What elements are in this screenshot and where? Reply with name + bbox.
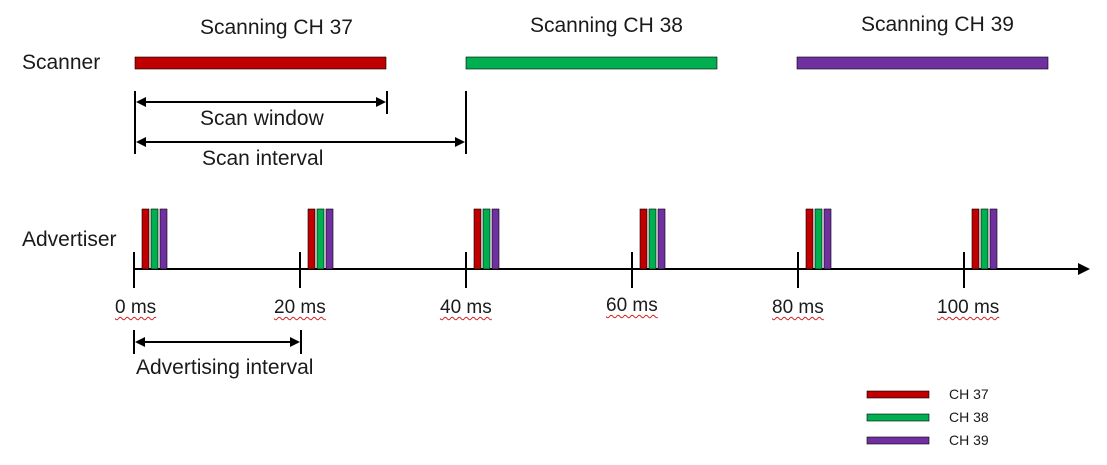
adv-pulse-60ms-ch37	[639, 208, 648, 270]
scan-bar-ch38	[465, 56, 718, 70]
tick-text: 100 ms	[937, 297, 1000, 318]
legend-swatch-ch38	[866, 413, 930, 422]
scan-interval-arrowhead-left	[136, 137, 146, 147]
legend-label-ch38: CH 38	[949, 409, 989, 425]
legend-label-ch37: CH 37	[949, 386, 989, 402]
legend-label-ch39: CH 39	[949, 432, 989, 448]
advertiser-row-label: Advertiser	[22, 228, 117, 251]
tick-label-80ms: 80 ms	[772, 298, 824, 317]
adv-pulse-20ms-ch38	[316, 208, 325, 270]
adv-pulse-60ms-ch39	[657, 208, 666, 270]
scan-interval-label: Scan interval	[202, 147, 324, 170]
scanning-ch37-label: Scanning CH 37	[200, 16, 353, 39]
tick-label-60ms: 60 ms	[606, 296, 658, 315]
tick-label-0ms: 0 ms	[115, 298, 156, 317]
adv-pulse-40ms-ch39	[491, 208, 500, 270]
tick-label-20ms: 20 ms	[274, 298, 326, 317]
tick-text: 40 ms	[440, 297, 492, 318]
adv-pulse-40ms-ch37	[473, 208, 482, 270]
tick-text: 60 ms	[606, 295, 658, 316]
scanning-ch39-label: Scanning CH 39	[861, 13, 1014, 36]
scan-bar-ch37	[134, 56, 387, 70]
adv-pulse-60ms-ch38	[648, 208, 657, 270]
tick-text: 80 ms	[772, 297, 824, 318]
advertising-interval-label: Advertising interval	[136, 356, 314, 379]
adv-pulse-80ms-ch39	[823, 208, 832, 270]
adv-pulse-0ms-ch39	[159, 208, 168, 270]
adv-pulse-100ms-ch37	[971, 208, 980, 270]
legend-swatch-ch37	[866, 390, 930, 399]
adv-pulse-20ms-ch37	[307, 208, 316, 270]
adv-pulse-20ms-ch39	[325, 208, 334, 270]
adv-interval-arrowhead-right	[290, 337, 300, 347]
adv-pulse-40ms-ch38	[482, 208, 491, 270]
tick-text: 0 ms	[115, 297, 157, 318]
legend-swatch-ch39	[866, 436, 930, 445]
scan-window-arrowhead-right	[376, 97, 386, 107]
scanner-row-label: Scanner	[22, 51, 101, 74]
advertising-pulses	[141, 208, 998, 270]
tick-label-40ms: 40 ms	[440, 298, 492, 317]
scan-window-label: Scan window	[200, 107, 324, 130]
timeline-arrowhead	[1078, 263, 1090, 275]
scan-bar-ch39	[796, 56, 1049, 70]
adv-pulse-100ms-ch38	[980, 208, 989, 270]
adv-pulse-0ms-ch38	[150, 208, 159, 270]
tick-text: 20 ms	[274, 297, 326, 318]
adv-pulse-0ms-ch37	[141, 208, 150, 270]
adv-pulse-100ms-ch39	[989, 208, 998, 270]
scan-window-arrowhead-left	[136, 97, 146, 107]
adv-pulse-80ms-ch37	[805, 208, 814, 270]
scan-interval-arrowhead-right	[455, 137, 465, 147]
scanning-ch38-label: Scanning CH 38	[530, 14, 683, 37]
timeline-ticks	[133, 252, 965, 288]
adv-interval-arrowhead-left	[135, 337, 145, 347]
adv-pulse-80ms-ch38	[814, 208, 823, 270]
tick-label-100ms: 100 ms	[937, 298, 999, 317]
